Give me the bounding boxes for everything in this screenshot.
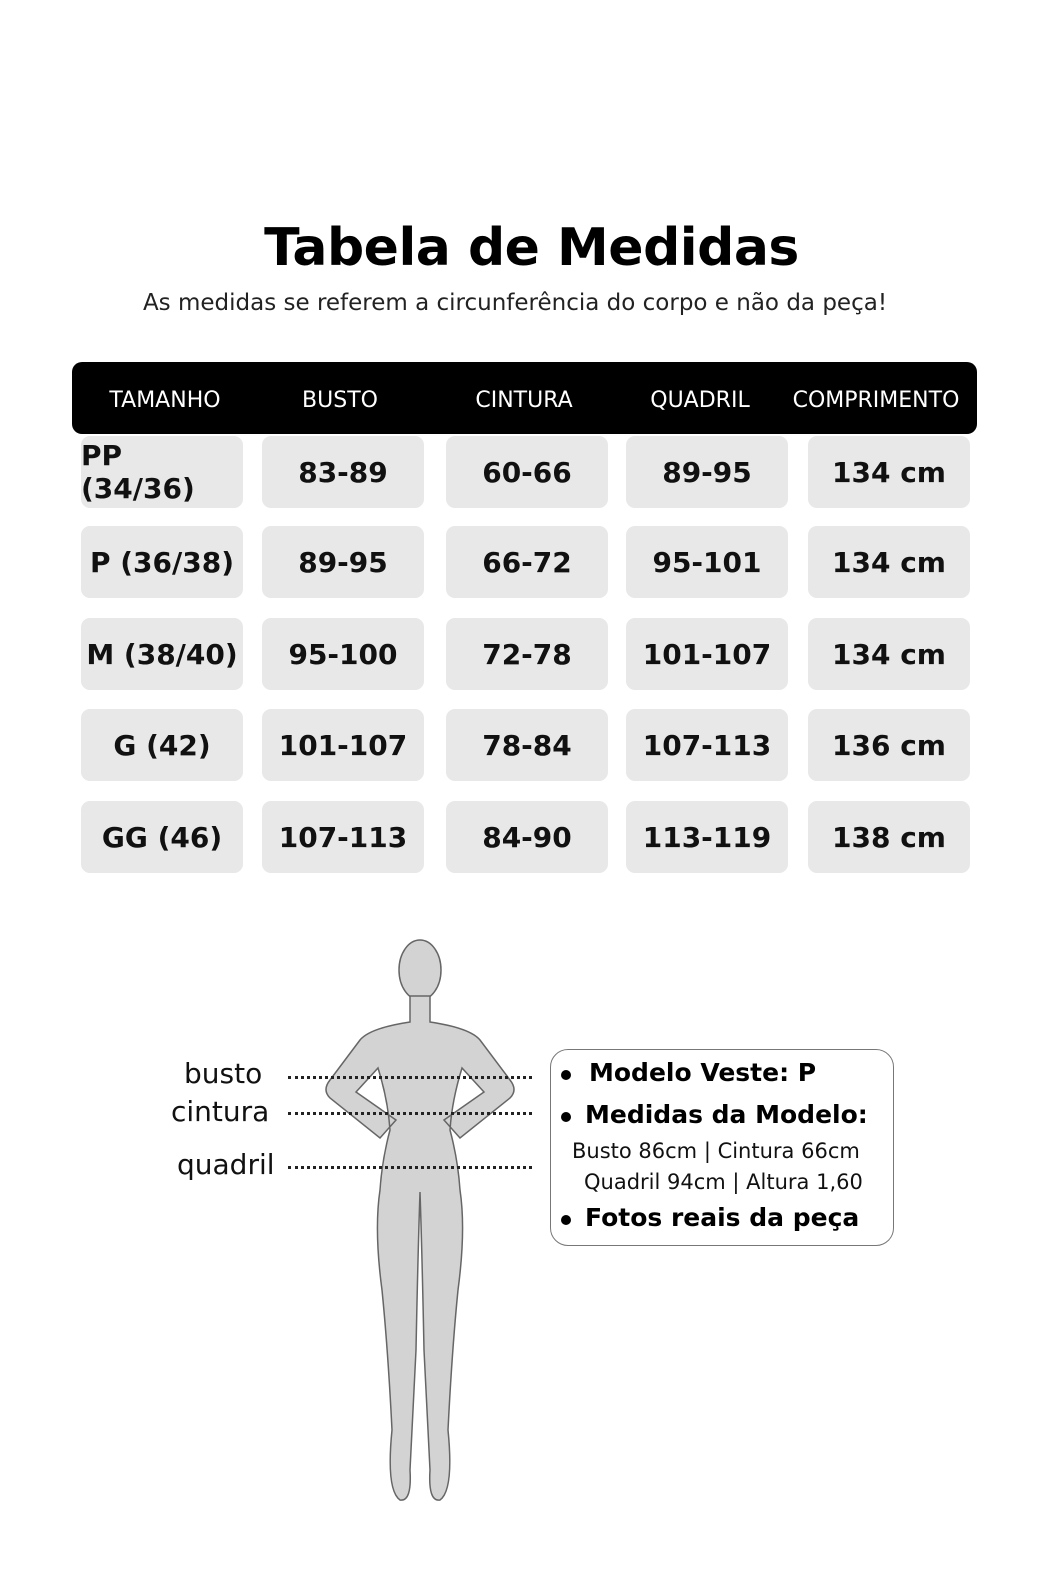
model-info-box (550, 1049, 894, 1246)
size-cell: G (42) (81, 709, 243, 781)
label-bust: busto (184, 1057, 263, 1090)
measure-cell: 101-107 (626, 618, 788, 690)
measure-cell: 107-113 (262, 801, 424, 873)
label-waist: cintura (171, 1095, 270, 1128)
bullet-icon (561, 1112, 571, 1122)
page-title: Tabela de Medidas (264, 218, 799, 278)
size-cell: GG (46) (81, 801, 243, 873)
column-header: TAMANHO (109, 388, 221, 413)
body-figure-illustration (325, 939, 515, 1501)
table-header (72, 362, 977, 434)
size-cell: PP (34/36) (81, 436, 243, 508)
bust-line (288, 1076, 532, 1079)
measure-cell: 134 cm (808, 526, 970, 598)
measure-cell: 66-72 (446, 526, 608, 598)
column-header: CINTURA (475, 388, 573, 413)
column-header: BUSTO (302, 388, 378, 413)
measure-cell: 95-101 (626, 526, 788, 598)
measure-cell: 89-95 (626, 436, 788, 508)
measure-cell: 113-119 (626, 801, 788, 873)
model-wears: Modelo Veste: P (589, 1058, 817, 1087)
measure-cell: 95-100 (262, 618, 424, 690)
column-header: QUADRIL (650, 388, 750, 413)
column-header: COMPRIMENTO (792, 388, 960, 413)
size-cell: M (38/40) (81, 618, 243, 690)
bullet-icon (561, 1215, 571, 1225)
measure-cell: 136 cm (808, 709, 970, 781)
measure-cell: 83-89 (262, 436, 424, 508)
measure-cell: 134 cm (808, 618, 970, 690)
measure-cell: 89-95 (262, 526, 424, 598)
measure-cell: 84-90 (446, 801, 608, 873)
measure-cell: 134 cm (808, 436, 970, 508)
bullet-icon (561, 1070, 571, 1080)
page-subtitle: As medidas se referem a circunferência d… (142, 290, 888, 316)
waist-line (288, 1112, 532, 1115)
model-measures-line2: Quadril 94cm | Altura 1,60 (584, 1170, 863, 1194)
size-cell: P (36/38) (81, 526, 243, 598)
model-measures-line1: Busto 86cm | Cintura 66cm (572, 1139, 860, 1163)
measure-cell: 60-66 (446, 436, 608, 508)
hip-line (288, 1166, 532, 1169)
measure-cell: 78-84 (446, 709, 608, 781)
measure-cell: 138 cm (808, 801, 970, 873)
real-photos-note: Fotos reais da peça (585, 1203, 860, 1232)
model-measures-title: Medidas da Modelo: (585, 1100, 868, 1129)
measure-cell: 72-78 (446, 618, 608, 690)
measure-cell: 101-107 (262, 709, 424, 781)
label-hip: quadril (177, 1148, 275, 1181)
measure-cell: 107-113 (626, 709, 788, 781)
